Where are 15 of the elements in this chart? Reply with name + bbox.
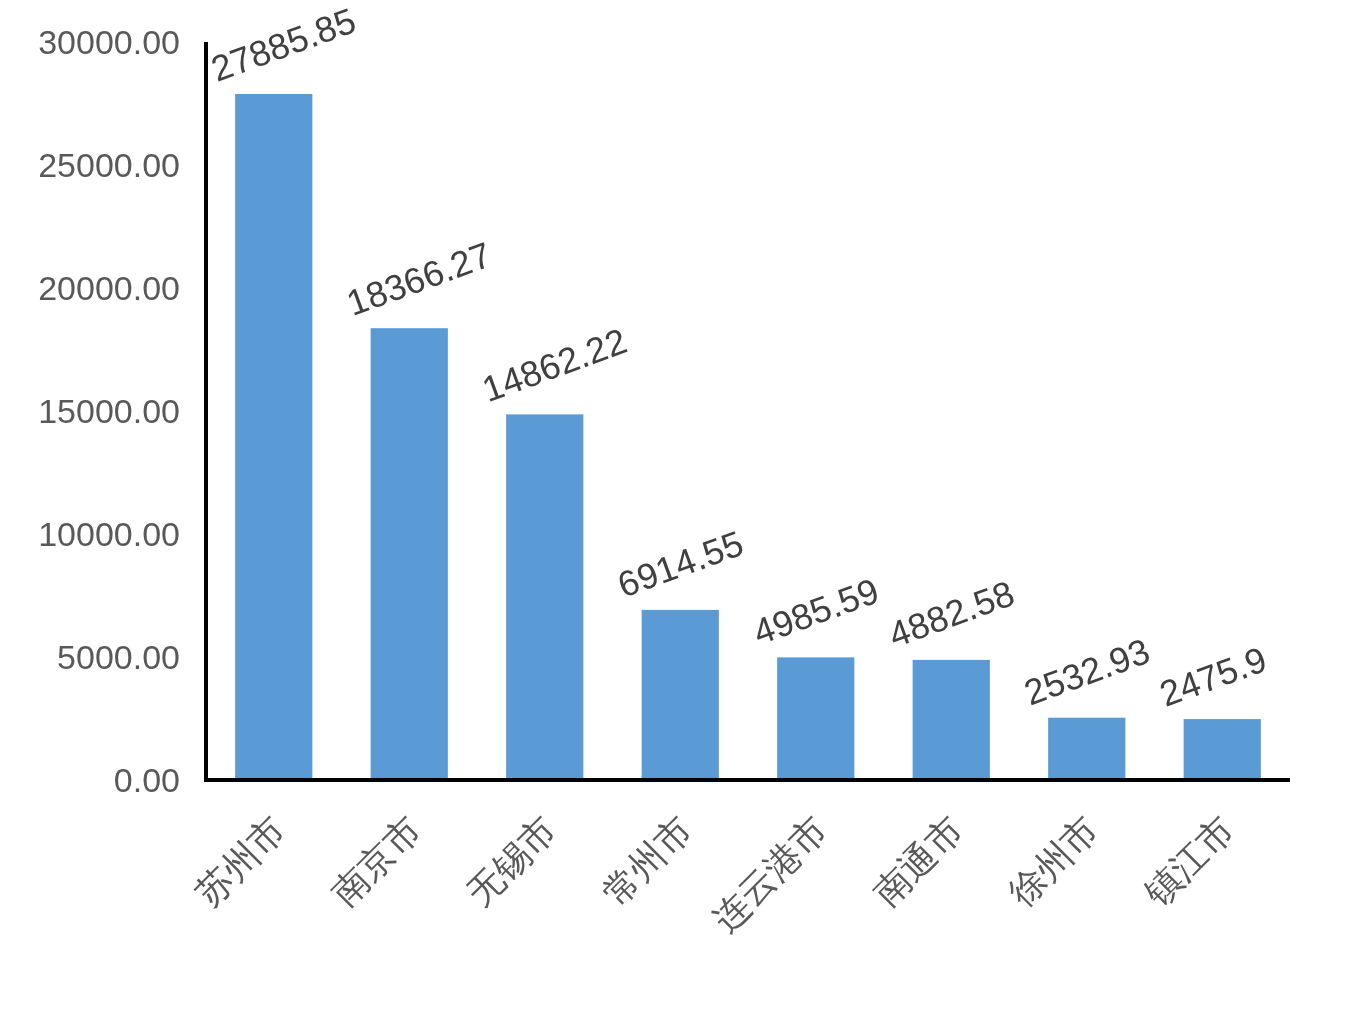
y-tick-label: 10000.00 xyxy=(38,515,180,553)
x-tick-label: 南通市 xyxy=(865,808,971,915)
x-tick-label: 徐州市 xyxy=(1001,808,1107,915)
y-tick-label: 15000.00 xyxy=(38,392,180,430)
y-tick-label: 0.00 xyxy=(113,761,180,799)
y-tick-label: 5000.00 xyxy=(57,638,180,676)
y-tick-label: 25000.00 xyxy=(38,146,180,184)
x-tick-label: 无锡市 xyxy=(459,808,565,915)
x-tick-label: 连云港市 xyxy=(704,808,836,940)
y-tick-label: 20000.00 xyxy=(38,269,180,307)
x-tick-label: 苏州市 xyxy=(188,808,294,915)
y-tick-label: 30000.00 xyxy=(38,23,180,61)
x-tick-label: 镇江市 xyxy=(1135,808,1242,915)
x-tick-label: 南京市 xyxy=(323,808,429,915)
x-tick-label: 常州市 xyxy=(594,808,700,915)
